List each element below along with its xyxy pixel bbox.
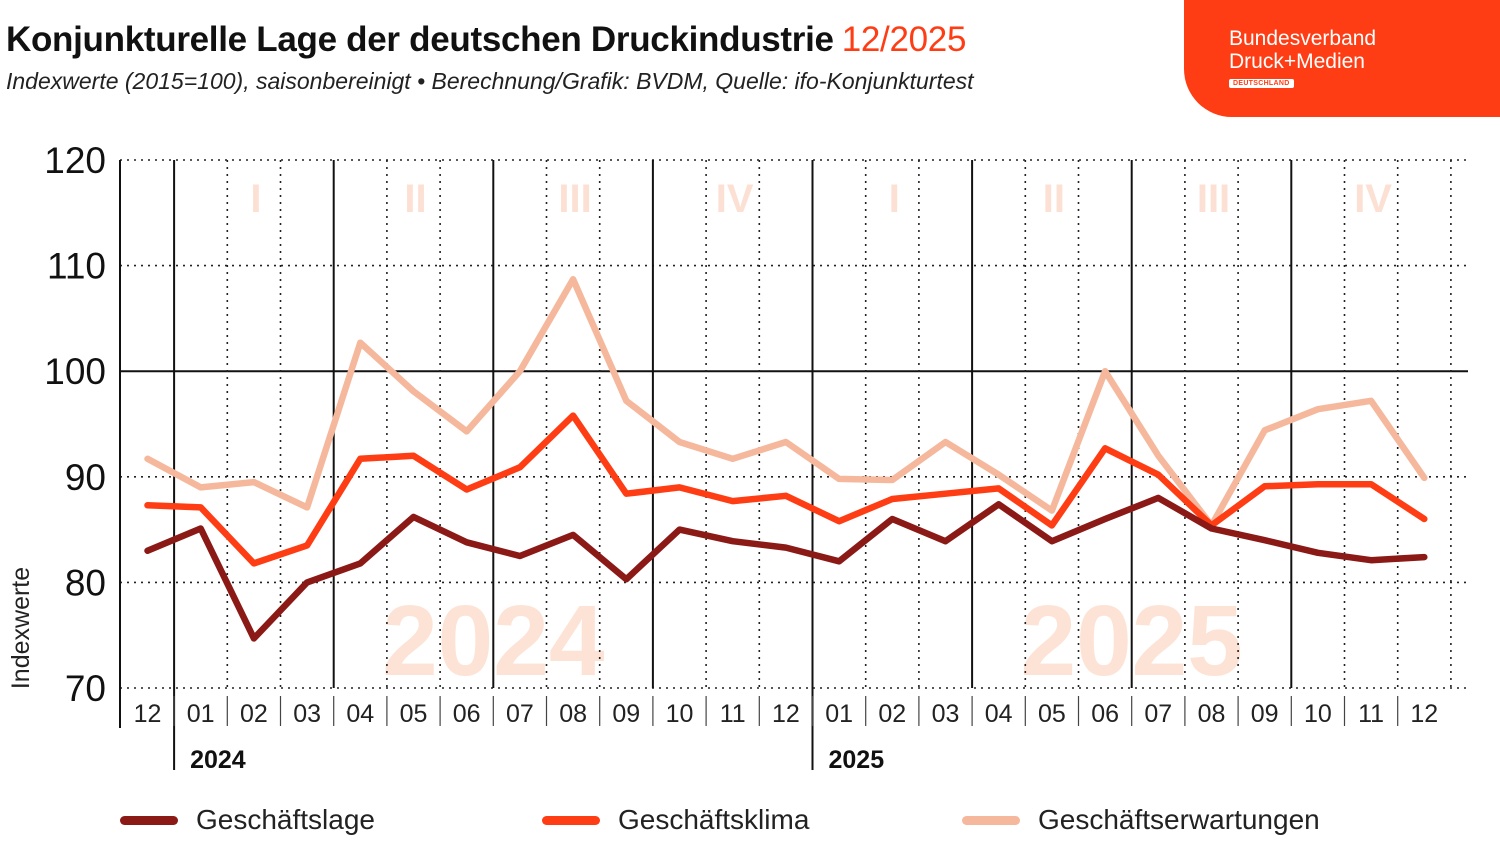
title-date: 12/2025 [841,20,967,59]
x-tick-label: 10 [666,700,694,728]
quarter-label: II [404,177,426,221]
quarter-label: III [1197,177,1230,221]
x-tick-label: 10 [1304,700,1332,728]
x-tick-label: 12 [134,700,162,728]
title-text: Konjunkturelle Lage der deutschen Drucki… [6,20,834,59]
y-tick-label: 90 [65,457,106,498]
x-tick-label: 04 [985,700,1013,728]
y-tick-label: 120 [44,140,106,181]
legend-item: Geschäftserwartungen [962,800,1320,840]
legend-swatch [962,815,1020,825]
x-tick-label: 11 [1358,700,1384,728]
legend-swatch [542,815,600,825]
legend-swatch [120,815,178,825]
x-tick-label: 03 [293,700,321,728]
year-label: 2025 [829,746,885,774]
y-tick-label: 110 [47,246,106,287]
legend-label: Geschäftsklima [618,804,810,835]
x-tick-label: 06 [1091,700,1119,728]
x-tick-label: 01 [187,700,215,728]
x-tick-label: 08 [559,700,587,728]
legend-item: Geschäftsklima [542,800,809,840]
logo-line1: Bundesverband [1229,27,1377,50]
x-tick-label: 05 [1038,700,1066,728]
chart-title: Konjunkturelle Lage der deutschen Drucki… [6,20,966,60]
y-tick-label: 100 [44,351,106,392]
quarter-label: IV [1354,177,1392,221]
y-axis-label: Indexwerte [7,567,35,689]
quarter-label: II [1043,177,1065,221]
logo-badge: DEUTSCHLAND [1229,79,1294,88]
quarter-label: I [889,177,900,221]
quarter-label: III [558,177,591,221]
x-tick-label: 12 [1410,700,1438,728]
x-tick-label: 07 [1144,700,1172,728]
x-tick-label: 11 [720,700,746,728]
logo-line2: Druck+Medien [1229,50,1365,73]
x-tick-label: 12 [772,700,800,728]
legend-label: Geschäftslage [196,804,375,835]
x-tick-label: 05 [400,700,428,728]
x-tick-label: 08 [1198,700,1226,728]
x-tick-label: 02 [240,700,268,728]
x-tick-label: 09 [612,700,640,728]
x-tick-label: 06 [453,700,481,728]
chart-legend: Geschäftslage Geschäftsklima Geschäftserwa… [0,800,1500,840]
brand-logo: Bundesverband Druck+Medien DEUTSCHLAND [1184,0,1500,117]
legend-item: Geschäftslage [120,800,375,840]
y-tick-label: 70 [65,668,106,709]
legend-label: Geschäftserwartungen [1038,804,1320,835]
quarter-label: I [250,177,261,221]
x-tick-label: 09 [1251,700,1279,728]
x-tick-label: 03 [932,700,960,728]
x-tick-label: 01 [825,700,853,728]
x-tick-label: 07 [506,700,534,728]
quarter-label: IV [716,177,754,221]
year-label: 2024 [190,746,246,774]
y-tick-label: 80 [65,562,106,603]
x-tick-label: 04 [346,700,374,728]
x-tick-label: 02 [878,700,906,728]
chart-subtitle: Indexwerte (2015=100), saisonbereinigt •… [6,68,974,94]
